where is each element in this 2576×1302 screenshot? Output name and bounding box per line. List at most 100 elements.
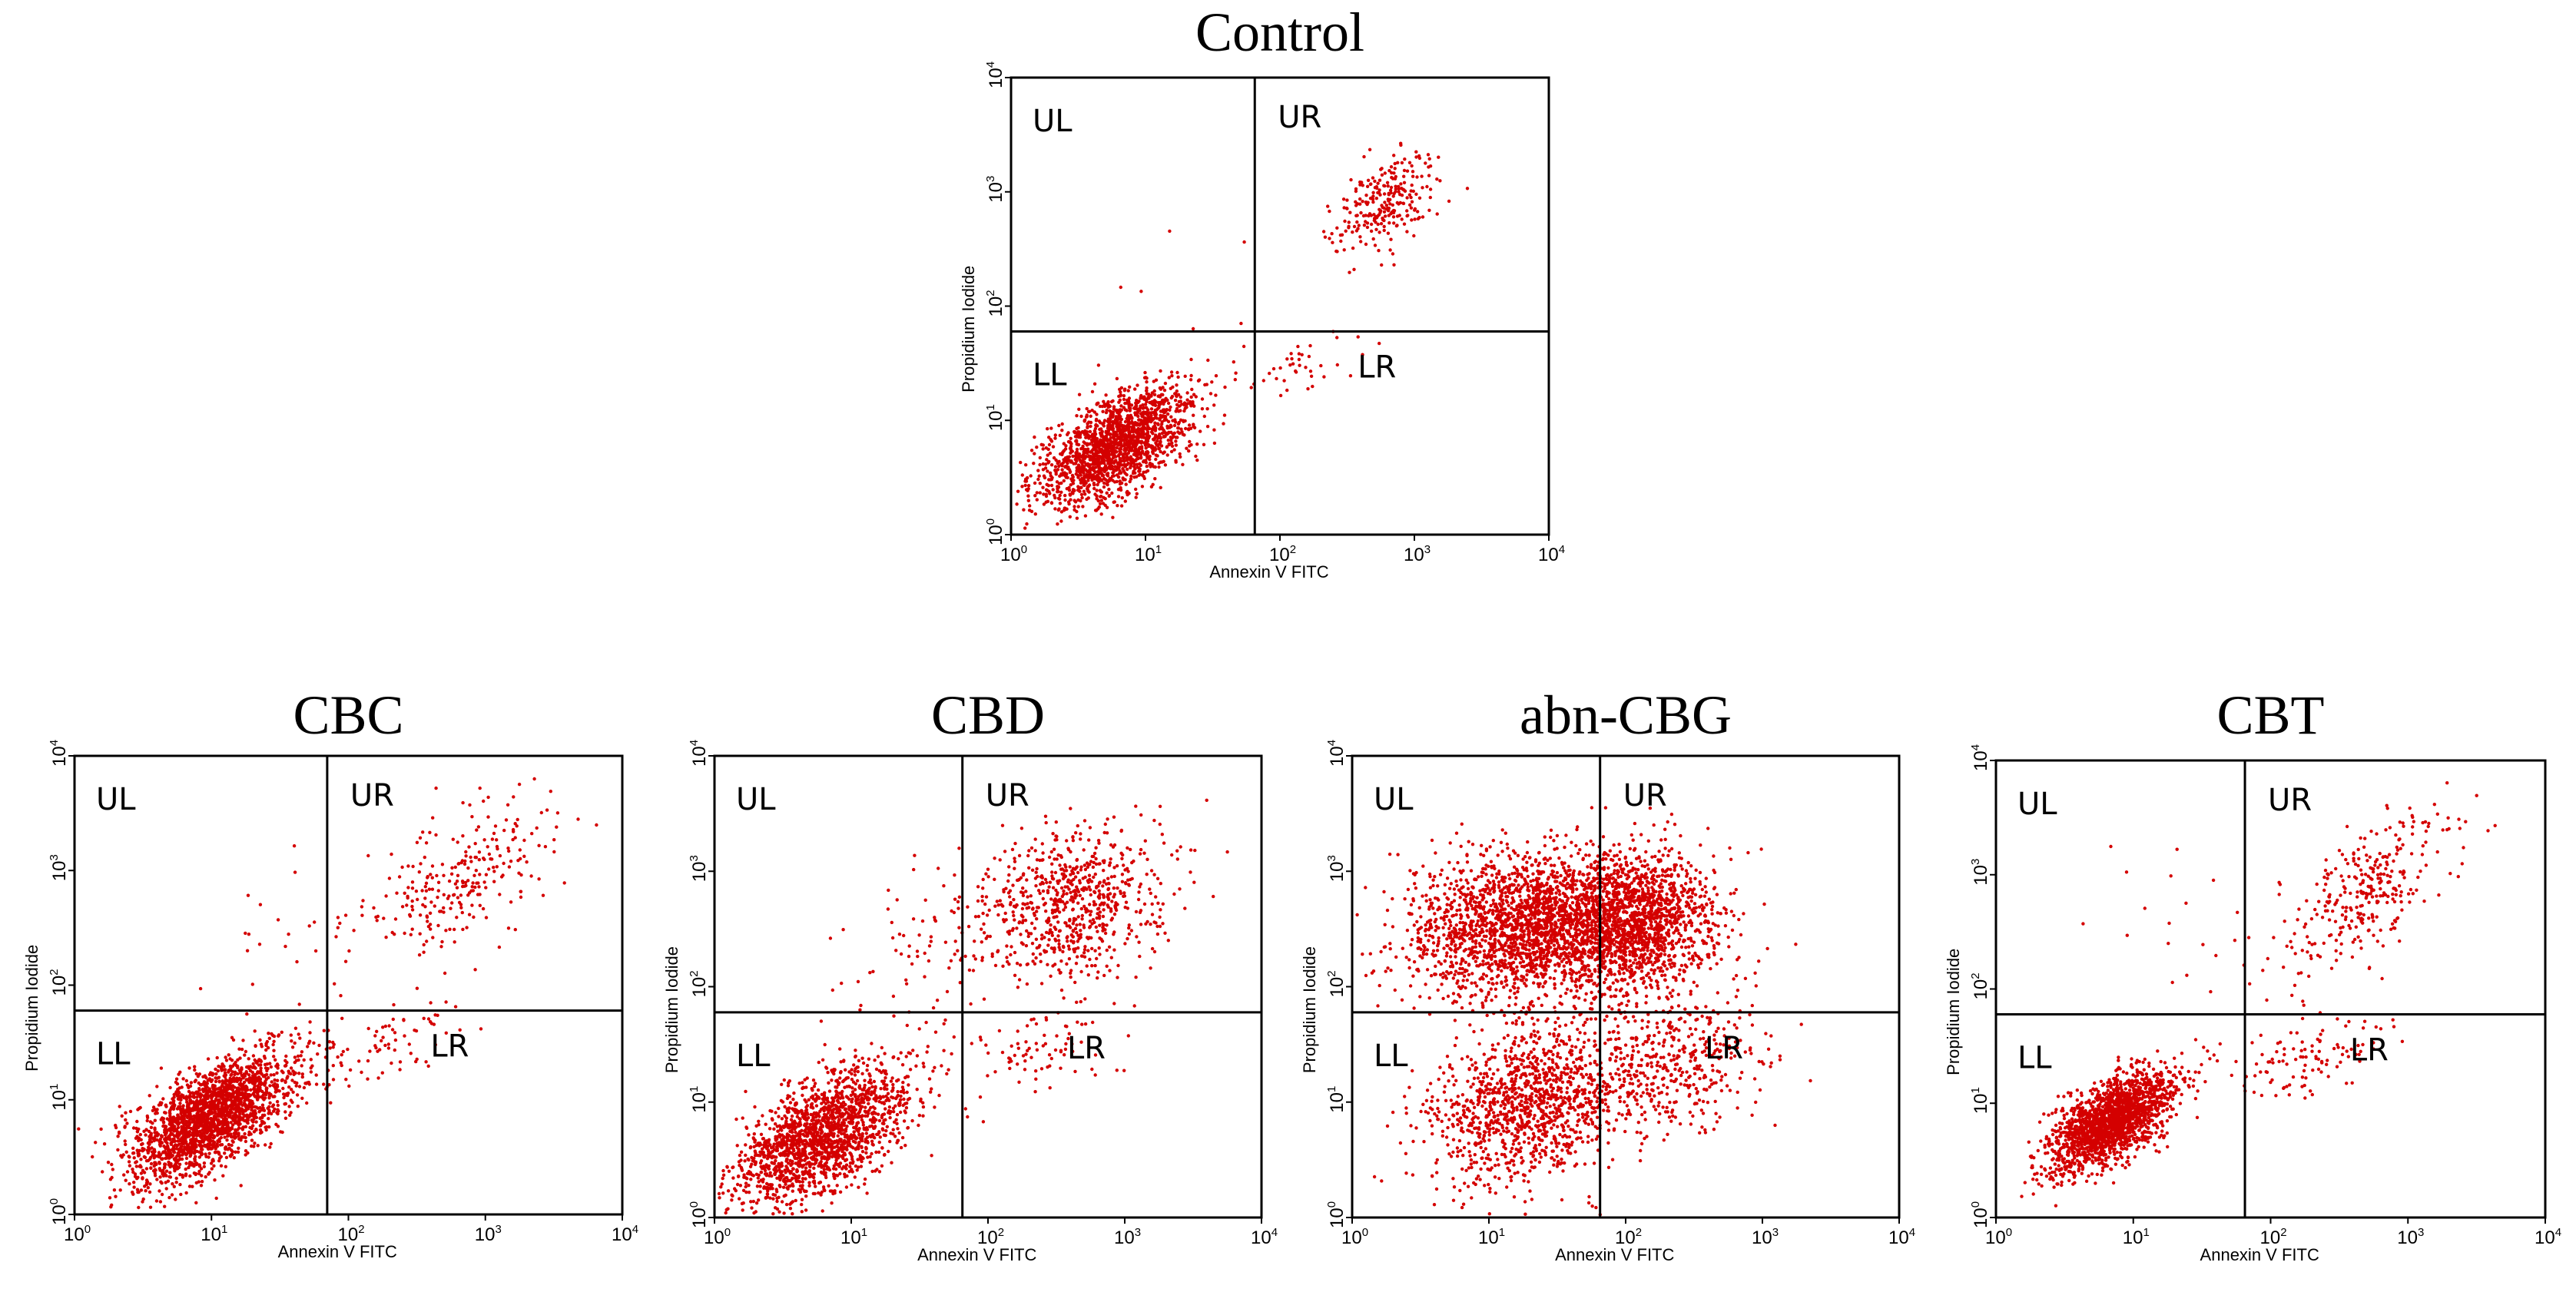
- data-point: [207, 1171, 211, 1174]
- data-point: [333, 982, 337, 986]
- data-point: [1437, 155, 1441, 159]
- data-point: [1355, 220, 1359, 224]
- data-point: [1153, 465, 1158, 469]
- data-point: [902, 1119, 907, 1123]
- data-point: [1145, 456, 1149, 460]
- data-point: [1135, 428, 1139, 432]
- data-point: [467, 845, 471, 849]
- data-point: [293, 870, 297, 874]
- data-point: [1119, 408, 1124, 412]
- data-point: [1403, 157, 1407, 161]
- data-point: [1169, 396, 1174, 400]
- data-point: [292, 1072, 296, 1077]
- data-point: [159, 1180, 163, 1184]
- data-point: [1098, 427, 1102, 432]
- data-point: [415, 1057, 419, 1062]
- data-point: [1351, 230, 1354, 234]
- data-point: [1397, 202, 1401, 206]
- data-point: [1179, 455, 1182, 459]
- data-point: [410, 904, 414, 909]
- data-point: [148, 1138, 152, 1141]
- data-point: [474, 869, 478, 873]
- data-point: [236, 1098, 240, 1103]
- data-point: [260, 1119, 264, 1123]
- data-point: [426, 1017, 431, 1021]
- data-point: [194, 1201, 198, 1205]
- data-point: [1020, 473, 1025, 477]
- data-point: [1088, 464, 1092, 468]
- data-point: [338, 921, 342, 926]
- data-point: [1409, 206, 1414, 210]
- data-point: [1271, 366, 1276, 371]
- data-point: [287, 933, 290, 936]
- data-point: [1173, 418, 1177, 422]
- data-point: [1356, 227, 1360, 230]
- data-point: [216, 1120, 220, 1125]
- data-point: [1183, 374, 1187, 378]
- data-point: [1373, 186, 1378, 190]
- data-point: [215, 1076, 219, 1080]
- data-point: [1069, 436, 1073, 440]
- data-point: [1082, 432, 1087, 436]
- data-point: [1139, 439, 1143, 444]
- data-point: [1122, 406, 1126, 409]
- data-point: [1112, 437, 1117, 442]
- data-point: [1028, 504, 1032, 508]
- data-point: [1111, 422, 1116, 426]
- data-point: [236, 1128, 240, 1131]
- data-point: [1123, 436, 1127, 439]
- data-point: [393, 1038, 398, 1042]
- data-point: [138, 1105, 142, 1110]
- data-point: [1110, 464, 1114, 469]
- data-point: [207, 1155, 211, 1159]
- data-point: [168, 1085, 172, 1090]
- data-point: [1051, 445, 1056, 449]
- data-point: [1165, 453, 1169, 457]
- data-point: [1053, 469, 1057, 472]
- data-point: [124, 1118, 128, 1122]
- data-point: [171, 1115, 176, 1119]
- data-point: [293, 1080, 297, 1085]
- data-point: [225, 1109, 229, 1113]
- data-point: [182, 1111, 186, 1115]
- data-point: [380, 1071, 384, 1075]
- data-point: [910, 1118, 914, 1123]
- data-point: [1179, 409, 1182, 412]
- data-point: [450, 901, 454, 905]
- data-point: [1044, 446, 1049, 450]
- data-point: [442, 906, 446, 910]
- data-point: [254, 1128, 258, 1132]
- data-point: [1101, 444, 1106, 448]
- data-point: [1391, 215, 1396, 219]
- data-point: [1119, 504, 1124, 508]
- data-point: [194, 1181, 198, 1185]
- data-point: [425, 939, 429, 943]
- data-point: [1189, 373, 1193, 378]
- data-point: [135, 1130, 140, 1134]
- data-point: [173, 1147, 177, 1151]
- data-point: [101, 1170, 104, 1174]
- data-point: [1296, 344, 1300, 349]
- data-point: [453, 1005, 458, 1009]
- data-point: [1057, 482, 1062, 485]
- data-point: [193, 1068, 197, 1072]
- data-point: [1130, 422, 1135, 426]
- data-point: [200, 1180, 204, 1184]
- data-point: [1140, 473, 1145, 477]
- data-point: [290, 1045, 295, 1049]
- data-point: [201, 1102, 205, 1106]
- data-point: [1057, 464, 1061, 469]
- data-point: [1159, 444, 1164, 448]
- data-point: [430, 864, 435, 868]
- data-point: [1114, 455, 1118, 459]
- data-point: [1168, 408, 1172, 412]
- data-point: [240, 1073, 244, 1078]
- data-point: [1122, 389, 1127, 393]
- data-point: [206, 1096, 210, 1101]
- data-point: [176, 1153, 181, 1158]
- data-point: [132, 1156, 136, 1160]
- data-point: [1376, 181, 1380, 185]
- data-point: [442, 893, 446, 897]
- data-point: [246, 1151, 250, 1155]
- data-point: [1016, 489, 1020, 493]
